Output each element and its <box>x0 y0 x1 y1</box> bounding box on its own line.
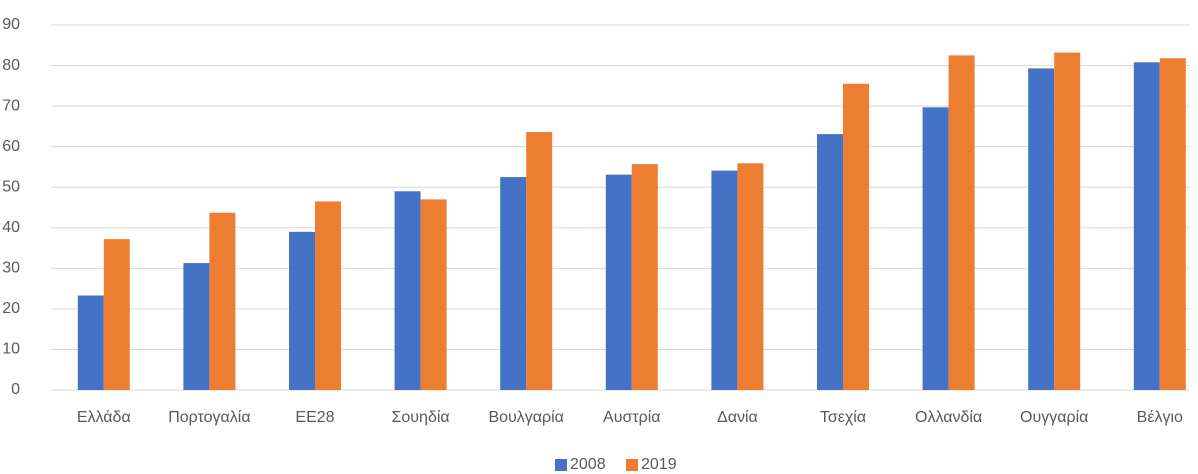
x-tick-label: Πορτογαλία <box>168 409 250 426</box>
legend-label: 2019 <box>641 456 677 473</box>
x-tick-label: Αυστρία <box>603 409 661 426</box>
bar <box>737 163 764 390</box>
y-tick-label: 40 <box>2 219 20 236</box>
bar <box>77 295 104 390</box>
bar <box>711 170 738 390</box>
x-tick-label: Σουηδία <box>392 409 450 426</box>
x-tick-label: Βέλγιο <box>1137 409 1183 426</box>
y-tick-label: 80 <box>2 57 20 74</box>
legend-label: 2008 <box>570 456 606 473</box>
y-tick-label: 50 <box>2 178 20 195</box>
x-tick-label: Ουγγαρία <box>1020 409 1088 426</box>
legend-swatch <box>626 459 638 471</box>
bar <box>103 239 130 390</box>
y-tick-label: 90 <box>2 16 20 33</box>
y-tick-label: 60 <box>2 138 20 155</box>
legend-swatch <box>555 459 567 471</box>
x-tick-label: Βουλγαρία <box>488 409 563 426</box>
x-tick-label: ΕΕ28 <box>295 409 334 426</box>
bar <box>420 199 447 390</box>
bar <box>289 231 315 390</box>
bar <box>315 201 341 390</box>
x-tick-label: Δανία <box>717 409 758 426</box>
bar <box>948 55 975 391</box>
y-tick-label: 0 <box>11 381 20 398</box>
bar <box>605 174 632 390</box>
bar <box>922 107 949 391</box>
bar <box>1133 62 1160 391</box>
bar <box>817 134 843 390</box>
bar <box>500 177 527 390</box>
x-tick-label: Ολλανδία <box>915 409 982 426</box>
bar <box>183 263 210 390</box>
x-tick-label: Τσεχία <box>820 409 866 426</box>
bar <box>1159 58 1186 390</box>
bar <box>843 83 869 391</box>
bar <box>1028 68 1055 391</box>
y-tick-label: 30 <box>2 260 20 277</box>
bar <box>394 191 421 390</box>
y-tick-label: 10 <box>2 341 20 358</box>
bar <box>209 212 236 390</box>
bar <box>1054 52 1081 390</box>
y-tick-label: 20 <box>2 300 20 317</box>
y-tick-label: 70 <box>2 97 20 114</box>
bar <box>631 164 658 390</box>
x-tick-label: Ελλάδα <box>77 409 131 426</box>
bar <box>526 132 553 391</box>
